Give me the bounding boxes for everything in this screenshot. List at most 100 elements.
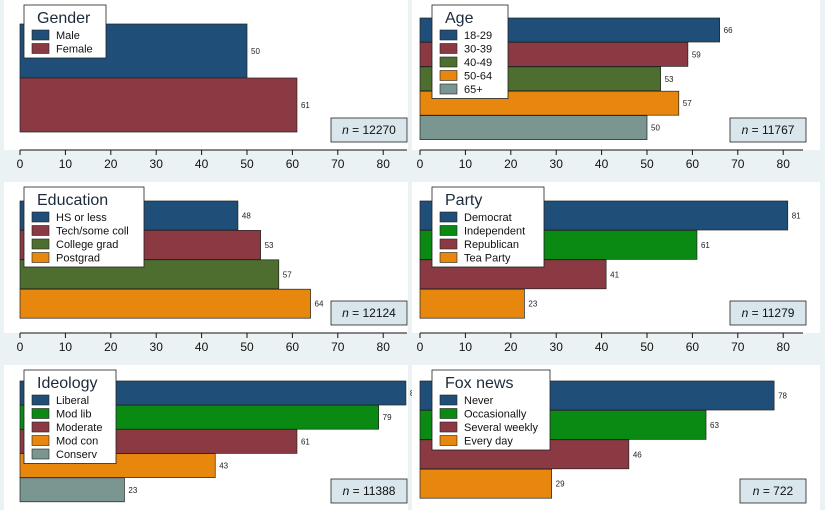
legend-swatch-republican <box>439 238 458 250</box>
legend-entry-male: Male <box>56 30 80 42</box>
x-tick-label: 50 <box>240 157 254 171</box>
x-tick-label: 30 <box>150 157 164 171</box>
legend-swatch-tea-party <box>439 252 458 263</box>
data-label-50-64: 57 <box>683 99 692 108</box>
legend-entry-liberal: Liberal <box>56 395 89 407</box>
legend-swatch-occasionally <box>439 408 458 419</box>
sample-size-value: = 722 <box>759 484 793 498</box>
bar-female <box>19 77 298 133</box>
x-tick-label: 20 <box>504 340 518 354</box>
legend-swatch-every-day <box>439 435 458 446</box>
sample-size-box: n = 11388 <box>330 478 408 504</box>
bar-65 <box>419 115 648 140</box>
x-tick-label: 10 <box>459 340 473 354</box>
chart-panel-party: 81 61 41 23 0 10 20 30 40 50 60 70 80 Party Democrat In… <box>412 182 820 354</box>
x-tick-label: 20 <box>104 157 118 171</box>
data-label-postgrad: 64 <box>315 300 324 309</box>
sample-size-value: = 11279 <box>748 306 794 320</box>
sample-size-frame <box>330 300 408 326</box>
sample-size-n: n <box>753 484 760 498</box>
sample-size-text: n = 11388 <box>343 484 396 498</box>
legend-entry-never: Never <box>464 395 494 407</box>
x-tick-label: 60 <box>686 157 700 171</box>
x-tick-label: 70 <box>331 340 345 354</box>
data-label-republican: 41 <box>610 270 619 279</box>
chart-panel-education: 48 53 57 64 0 10 20 30 40 50 60 70 80 Education HS or … <box>4 182 408 354</box>
data-label-mod-con: 43 <box>219 462 228 471</box>
legend-swatch-65 <box>439 83 458 95</box>
legend-swatch-democrat <box>439 211 458 223</box>
sample-size-n: n <box>343 484 350 498</box>
legend-entry-college-grad: College grad <box>56 239 118 251</box>
x-tick-label: 70 <box>731 157 745 171</box>
legend-entry-65: 65+ <box>464 84 483 96</box>
x-tick-label: 40 <box>595 157 609 171</box>
chart-panel-age: 66 59 53 57 50 0 10 20 30 40 50 60 70 80 Age 18-29 30-39… <box>412 0 820 171</box>
sample-size-box: n = 11279 <box>729 300 807 326</box>
bar-every-day <box>419 468 553 499</box>
legend-swatch-40-49 <box>439 56 458 68</box>
chart-panel-gender: 50 61 0 10 20 30 40 50 60 70 80 Gender Male Female n =… <box>4 0 408 171</box>
data-label-several-weekly: 46 <box>633 450 642 459</box>
legend-entry-30-39: 30-39 <box>464 44 492 56</box>
legend-entry-mod-lib: Mod lib <box>56 409 91 421</box>
legend-title: Ideology <box>37 375 98 392</box>
legend-swatch-50-64 <box>439 70 458 81</box>
data-label-occasionally: 63 <box>710 421 719 430</box>
legend-entry-moderate: Moderate <box>56 422 102 434</box>
legend-swatch-male <box>31 29 50 41</box>
x-tick-label: 40 <box>195 157 209 171</box>
legend-title: Gender <box>37 10 91 27</box>
legend-swatch-tech-some-coll <box>31 225 50 236</box>
legend-swatch-college-grad <box>31 238 50 250</box>
legend-entry-occasionally: Occasionally <box>464 409 527 421</box>
legend-entry-female: Female <box>56 44 93 56</box>
x-tick-label: 50 <box>640 157 654 171</box>
legend: Education HS or less Tech/some collCollege… <box>23 186 145 268</box>
legend-title: Party <box>445 192 482 209</box>
x-tick-label: 10 <box>59 157 73 171</box>
data-label-never: 78 <box>778 392 787 401</box>
data-label-college-grad: 57 <box>283 270 292 279</box>
x-tick-label: 0 <box>17 157 24 171</box>
data-label-30-39: 59 <box>692 50 701 59</box>
sample-size-n: n <box>342 123 349 137</box>
bar-postgrad <box>19 288 311 319</box>
legend-entry-every-day: Every day <box>464 436 513 448</box>
x-tick-label: 0 <box>417 157 424 171</box>
x-tick-label: 20 <box>504 157 518 171</box>
sample-size-n: n <box>742 306 749 320</box>
data-label-40-49: 53 <box>665 75 674 84</box>
legend-swatch-female <box>31 43 50 54</box>
x-tick-label: 10 <box>459 157 473 171</box>
sample-size-text: n = 11767 <box>742 123 795 137</box>
x-tick-label: 30 <box>150 340 164 354</box>
legend-swatch-never <box>439 394 458 406</box>
x-tick-label: 50 <box>640 340 654 354</box>
x-tick-label: 80 <box>777 340 791 354</box>
legend-entry-40-49: 40-49 <box>464 57 492 69</box>
legend-swatch-mod-con <box>31 435 50 446</box>
sample-size-text: n = 12270 <box>342 123 396 137</box>
x-tick-label: 80 <box>377 157 391 171</box>
sample-size-value: = 12270 <box>349 123 396 137</box>
sample-size-box: n = 722 <box>739 478 807 504</box>
sample-size-frame <box>330 478 408 504</box>
x-tick-label: 0 <box>17 340 24 354</box>
x-tick-label: 80 <box>777 157 791 171</box>
x-tick-label: 60 <box>286 157 300 171</box>
sample-size-frame <box>330 117 408 143</box>
data-label-tech-some-coll: 53 <box>265 241 274 250</box>
x-tick-label: 50 <box>240 340 254 354</box>
x-tick-label: 70 <box>331 157 345 171</box>
data-label-hs-or-less: 48 <box>242 212 251 221</box>
chart-panel-fox-news: 78 63 46 29 Fox news Never OccasionallySeveral… <box>412 365 820 510</box>
bar-50-64 <box>419 90 680 116</box>
data-label-independent: 61 <box>701 241 710 250</box>
legend-swatch-liberal <box>31 394 50 406</box>
x-tick-label: 0 <box>417 340 424 354</box>
